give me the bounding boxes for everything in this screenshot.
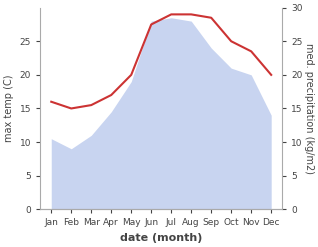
- X-axis label: date (month): date (month): [120, 233, 203, 243]
- Y-axis label: max temp (C): max temp (C): [4, 75, 14, 142]
- Y-axis label: med. precipitation (kg/m2): med. precipitation (kg/m2): [304, 43, 314, 174]
